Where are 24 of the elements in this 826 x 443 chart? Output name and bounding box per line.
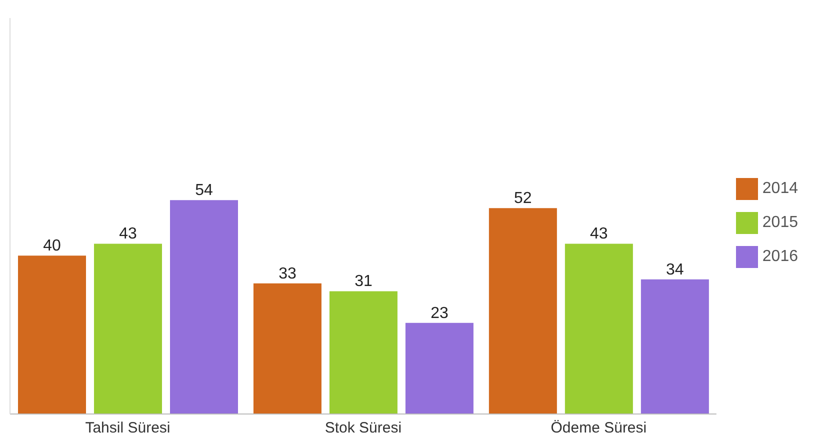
data-label: 43 (590, 226, 608, 243)
bar (329, 291, 398, 414)
data-label: 54 (195, 182, 213, 200)
legend-label: 2016 (762, 248, 798, 265)
data-label: 43 (119, 226, 137, 243)
bar (170, 200, 238, 414)
bar (18, 256, 86, 414)
bar (564, 244, 633, 414)
bar (94, 244, 162, 414)
bar (488, 208, 557, 414)
legend-label: 2015 (762, 214, 798, 231)
bar (640, 279, 709, 414)
bar (253, 283, 322, 414)
x-tick-label: Tahsil Süresi (85, 420, 170, 437)
data-label: 33 (278, 265, 296, 282)
legend-label: 2014 (762, 180, 798, 197)
data-label: 23 (430, 304, 448, 322)
data-label: 34 (666, 261, 684, 278)
data-label: 52 (514, 190, 532, 208)
data-label: 40 (43, 238, 61, 255)
bar (405, 322, 474, 414)
x-tick-label: Stok Süresi (324, 420, 402, 437)
data-label: 31 (354, 273, 372, 290)
x-tick-label: Ödeme Süresi (550, 420, 647, 437)
